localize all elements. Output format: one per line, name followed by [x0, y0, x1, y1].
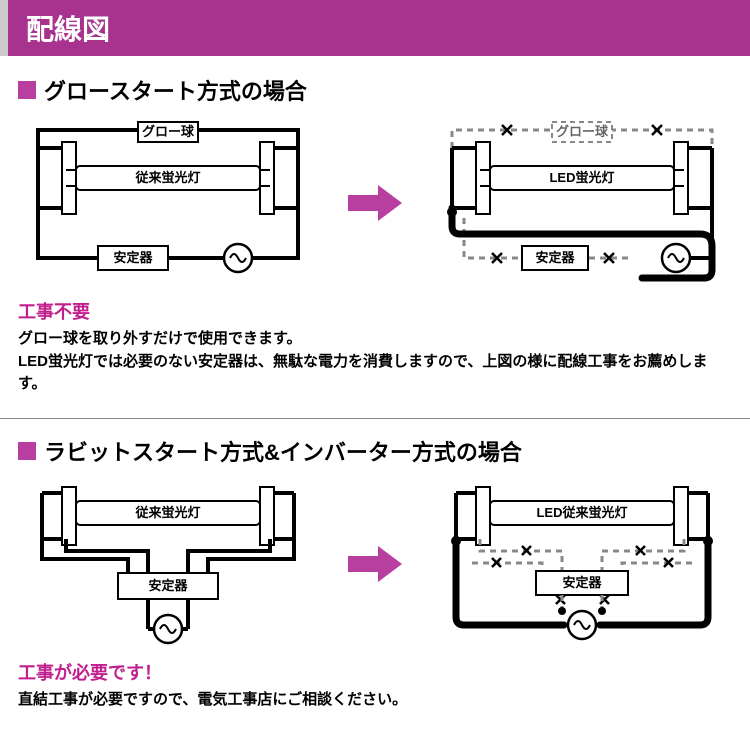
s2-before-diagram: 従来蛍光灯 安定器 — [18, 479, 318, 649]
s2a-tube-label: LED従来蛍光灯 — [536, 505, 627, 520]
bullet-icon — [18, 81, 36, 99]
s1b-ballast-label: 安定器 — [113, 250, 153, 265]
divider — [0, 418, 750, 419]
s1a-glow-label: グロー球 — [556, 124, 609, 139]
s1b-glow-label: グロー球 — [142, 124, 195, 139]
s1a-tube-label: LED蛍光灯 — [549, 170, 614, 185]
s2-lead: 工事が必要です！ — [18, 659, 732, 685]
section2-title-text: ラビットスタート方式&インバーター方式の場合 — [44, 435, 522, 467]
section2-note: 工事が必要です！ 直結工事が必要ですので、電気工事店にご相談ください。 — [0, 659, 750, 722]
s1-lead: 工事不要 — [18, 298, 732, 324]
arrow-icon — [348, 185, 402, 221]
s1-body: グロー球を取り外すだけで使用できます。 LED蛍光灯では必要のない安定器は、無駄… — [18, 328, 732, 396]
s2b-tube-label: 従来蛍光灯 — [134, 505, 200, 520]
section1-title: グロースタート方式の場合 — [0, 70, 750, 110]
bullet-icon — [18, 442, 36, 460]
section1-note: 工事不要 グロー球を取り外すだけで使用できます。 LED蛍光灯では必要のない安定… — [0, 298, 750, 406]
s2-after-diagram: LED従来蛍光灯 安定器 — [432, 479, 732, 649]
section2-diagrams: 従来蛍光灯 安定器 LED従来蛍光灯 — [0, 477, 750, 659]
arrow-icon — [348, 546, 402, 582]
section1-title-text: グロースタート方式の場合 — [44, 74, 307, 106]
s2-body: 直結工事が必要ですので、電気工事店にご相談ください。 — [18, 689, 732, 712]
s2a-ballast-label: 安定器 — [562, 575, 602, 590]
s1-after-diagram: グロー球 LED蛍光灯 安定器 — [432, 118, 732, 288]
section2-title: ラビットスタート方式&インバーター方式の場合 — [0, 431, 750, 471]
s1b-tube-label: 従来蛍光灯 — [134, 170, 200, 185]
section1-diagrams: グロー球 従来蛍光灯 安定器 グロー球 — [0, 116, 750, 298]
s1-before-diagram: グロー球 従来蛍光灯 安定器 — [18, 118, 318, 288]
s2b-ballast-label: 安定器 — [148, 578, 188, 593]
main-banner: 配線図 — [0, 0, 750, 56]
s1a-ballast-label: 安定器 — [535, 250, 575, 265]
